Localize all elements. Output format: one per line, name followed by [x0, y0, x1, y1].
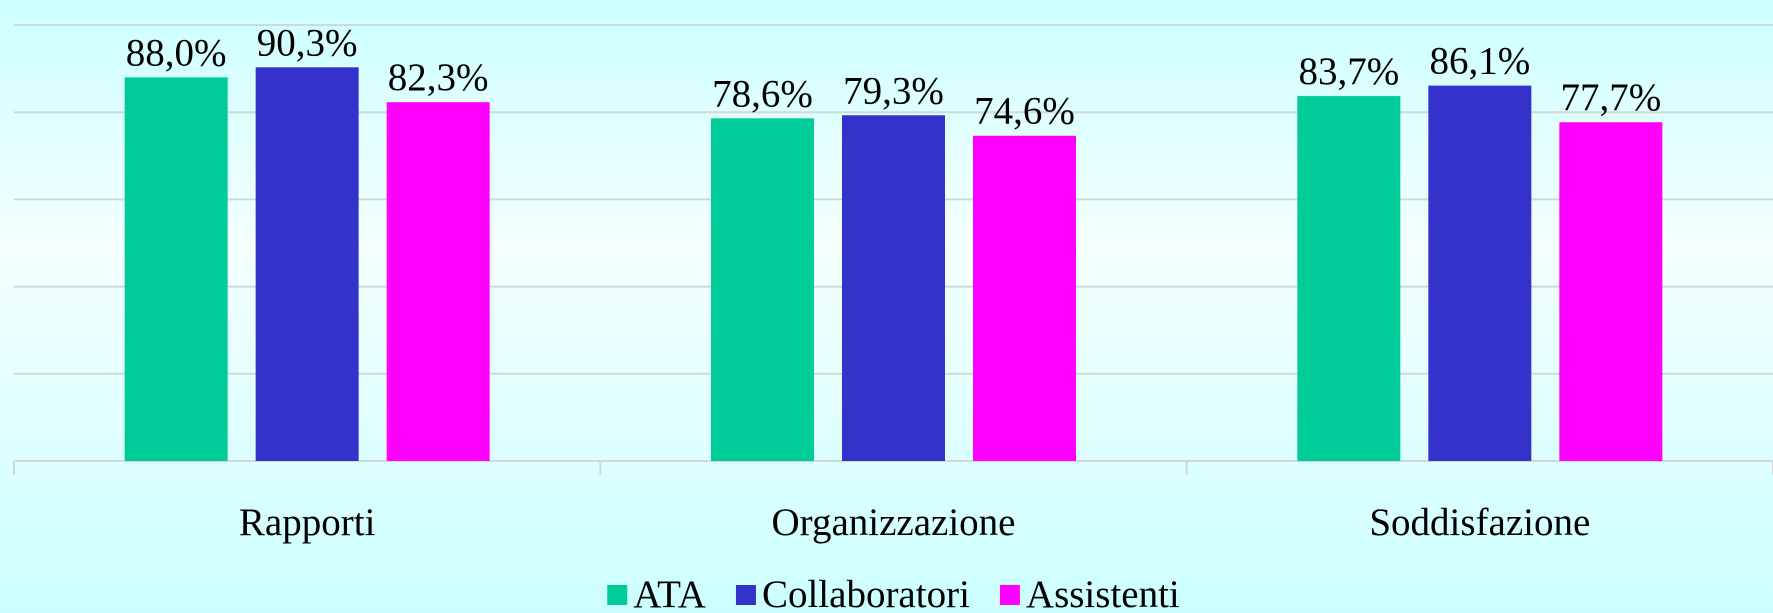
x-tick-label: Rapporti: [239, 501, 376, 544]
data-label: 90,3%: [257, 21, 358, 64]
bar: [1428, 85, 1532, 461]
bar: [1297, 96, 1401, 462]
data-label: 86,1%: [1429, 40, 1530, 83]
bar: [973, 135, 1076, 461]
bar: [1559, 122, 1663, 461]
legend-swatch: [735, 585, 756, 605]
legend-swatch: [999, 585, 1020, 605]
data-label: 83,7%: [1298, 50, 1399, 93]
data-label: 79,3%: [843, 69, 944, 112]
bar: [842, 115, 945, 461]
bar: [386, 102, 490, 461]
legend-swatch: [607, 585, 628, 605]
data-label: 77,7%: [1560, 76, 1661, 119]
data-label: 74,6%: [974, 90, 1075, 133]
bar: [124, 77, 228, 461]
legend-label: ATA: [633, 573, 706, 613]
data-label: 82,3%: [388, 56, 489, 99]
legend-label: Collaboratori: [762, 573, 970, 613]
data-label: 78,6%: [712, 72, 813, 115]
data-label: 88,0%: [126, 31, 227, 74]
x-tick-label: Organizzazione: [772, 501, 1016, 544]
bar: [255, 67, 359, 462]
bar: [711, 118, 814, 461]
x-tick-label: Soddisfazione: [1369, 501, 1590, 544]
legend-label: Assistenti: [1026, 573, 1180, 613]
